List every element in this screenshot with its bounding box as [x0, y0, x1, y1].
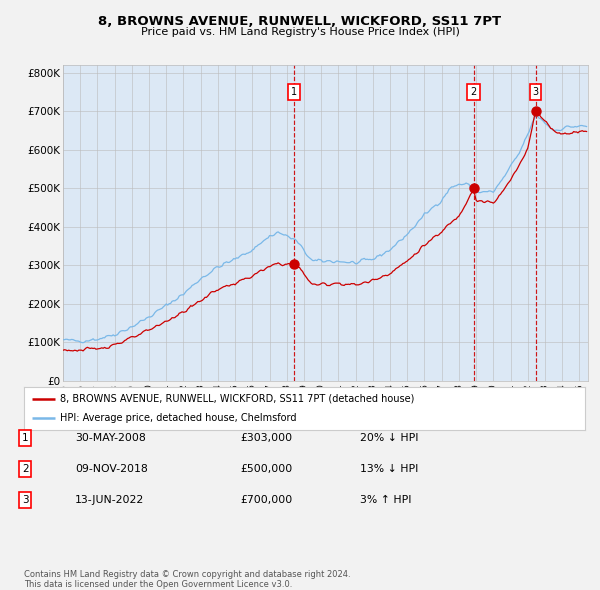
Text: 1: 1 — [291, 87, 297, 97]
Text: Price paid vs. HM Land Registry's House Price Index (HPI): Price paid vs. HM Land Registry's House … — [140, 27, 460, 37]
Text: 2: 2 — [470, 87, 476, 97]
Text: 13% ↓ HPI: 13% ↓ HPI — [360, 464, 418, 474]
Text: 13-JUN-2022: 13-JUN-2022 — [75, 496, 144, 505]
Text: 2: 2 — [22, 464, 29, 474]
Text: 3: 3 — [532, 87, 539, 97]
Text: £303,000: £303,000 — [240, 433, 292, 442]
Text: 3% ↑ HPI: 3% ↑ HPI — [360, 496, 412, 505]
Text: £700,000: £700,000 — [240, 496, 292, 505]
Text: 20% ↓ HPI: 20% ↓ HPI — [360, 433, 419, 442]
Text: HPI: Average price, detached house, Chelmsford: HPI: Average price, detached house, Chel… — [61, 413, 297, 423]
Text: 1: 1 — [22, 433, 29, 442]
Text: 09-NOV-2018: 09-NOV-2018 — [75, 464, 148, 474]
Text: 8, BROWNS AVENUE, RUNWELL, WICKFORD, SS11 7PT (detached house): 8, BROWNS AVENUE, RUNWELL, WICKFORD, SS1… — [61, 394, 415, 404]
Text: Contains HM Land Registry data © Crown copyright and database right 2024.
This d: Contains HM Land Registry data © Crown c… — [24, 570, 350, 589]
Text: £500,000: £500,000 — [240, 464, 292, 474]
Text: 3: 3 — [22, 496, 29, 505]
Text: 8, BROWNS AVENUE, RUNWELL, WICKFORD, SS11 7PT: 8, BROWNS AVENUE, RUNWELL, WICKFORD, SS1… — [98, 15, 502, 28]
Text: 30-MAY-2008: 30-MAY-2008 — [75, 433, 146, 442]
